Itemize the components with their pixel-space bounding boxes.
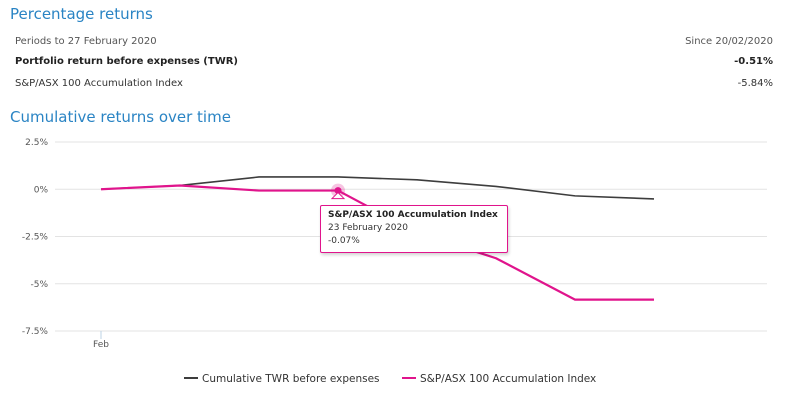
portfolio-return-value: -0.51% [734, 56, 773, 67]
legend-item-2[interactable]: S&P/ASX 100 Accumulation Index [402, 373, 596, 385]
portfolio-return-label: Portfolio return before expenses (TWR) [15, 56, 238, 67]
hover-point [334, 187, 342, 195]
cumulative-returns-title: Cumulative returns over time [10, 108, 231, 126]
chart-grid [55, 141, 767, 332]
chart-axes: 2.5% 0% -2.5% -5% -7.5% Feb [22, 138, 109, 350]
legend-label: Cumulative TWR before expenses [202, 373, 380, 385]
period-label: Periods to 27 February 2020 [15, 36, 157, 47]
percentage-returns-title: Percentage returns [10, 5, 153, 23]
y-tick-label: 0% [34, 185, 49, 195]
index-return-label: S&P/ASX 100 Accumulation Index [15, 78, 183, 89]
series-line-1 [100, 176, 655, 200]
x-tick-label: Feb [93, 340, 109, 350]
y-tick-label: -7.5% [22, 327, 49, 337]
y-tick-label: 2.5% [25, 138, 48, 148]
legend-item-1[interactable]: Cumulative TWR before expenses [184, 373, 380, 385]
tooltip-value: -0.07% [328, 236, 360, 246]
tooltip-pointer [330, 191, 346, 200]
tooltip-series-name: S&P/ASX 100 Accumulation Index [328, 210, 498, 220]
legend-label: S&P/ASX 100 Accumulation Index [420, 373, 596, 385]
tooltip-date: 23 February 2020 [328, 223, 408, 233]
since-label: Since 20/02/2020 [685, 36, 773, 47]
chart-hover-marker [330, 183, 346, 200]
y-tick-label: -2.5% [22, 233, 49, 243]
chart-legend[interactable]: Cumulative TWR before expenses S&P/ASX 10… [184, 373, 596, 385]
chart-tooltip: S&P/ASX 100 Accumulation Index 23 Februa… [320, 205, 508, 253]
y-tick-label: -5% [30, 280, 48, 290]
index-return-value: -5.84% [737, 78, 773, 89]
